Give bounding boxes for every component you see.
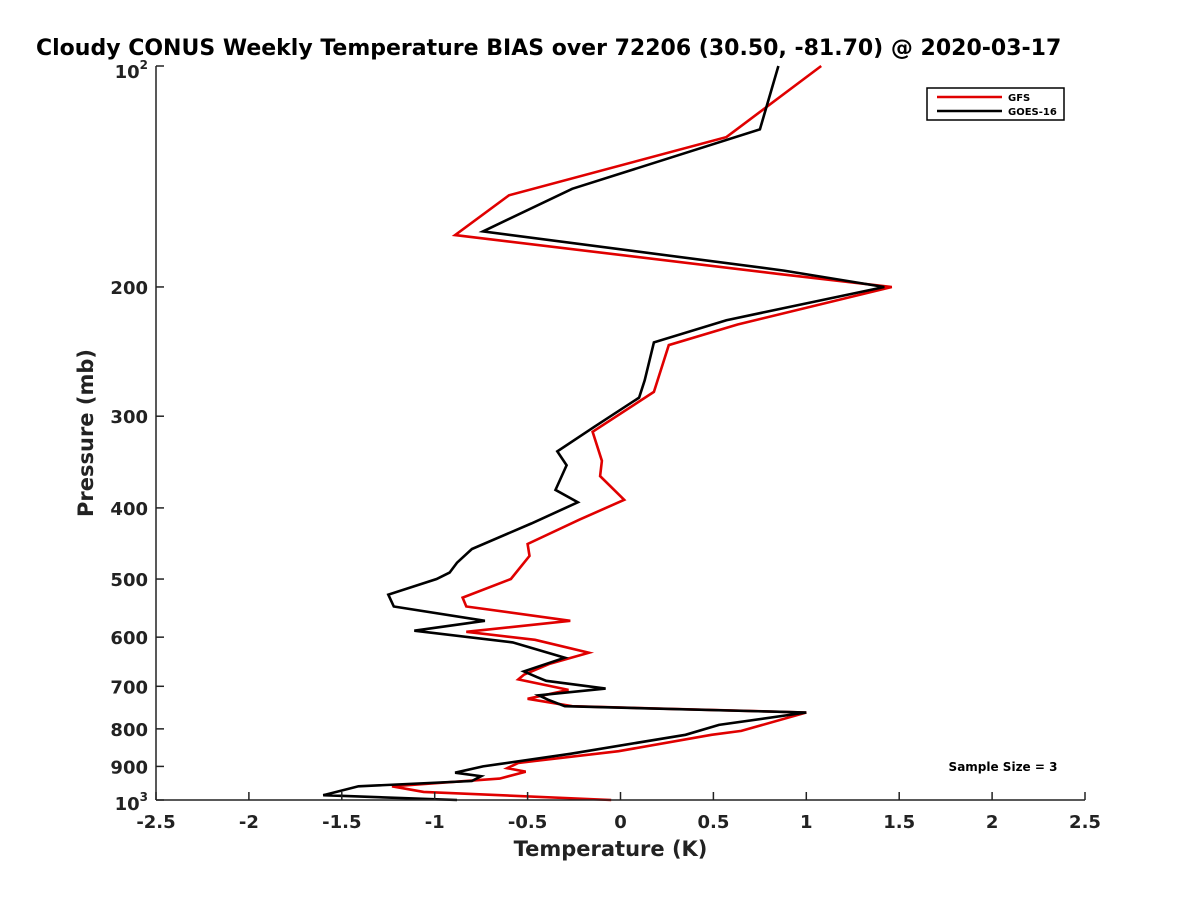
x-tick-label: -2 <box>239 812 259 833</box>
x-tick-label: 2.5 <box>1069 812 1101 833</box>
x-tick-label: -2.5 <box>136 812 175 833</box>
series-lines <box>322 64 893 802</box>
series-line-gfs <box>391 64 893 802</box>
y-tick-label: 200 <box>110 278 148 299</box>
y-axis-ticks: 200 300 400 500 600 700 800 900 <box>110 65 164 801</box>
y-tick-label: 800 <box>110 720 148 741</box>
y-tick-label: 400 <box>110 499 148 520</box>
x-tick-label: 2 <box>986 812 999 833</box>
x-tick-label: -1 <box>425 812 445 833</box>
y-tick-label: 600 <box>110 628 148 649</box>
y-tick-exp-1000: 3 <box>140 790 148 804</box>
y-tick-base-100: 10 <box>115 62 140 83</box>
y-tick-label: 300 <box>110 407 148 428</box>
y-tick-label: 500 <box>110 570 148 591</box>
y-tick-label-1000: 103 <box>115 790 148 815</box>
chart-title: Cloudy CONUS Weekly Temperature BIAS ove… <box>36 36 1061 61</box>
y-tick-label-100: 102 <box>115 58 148 83</box>
legend: GFS GOES-16 <box>926 87 1065 121</box>
x-tick-label: -1.5 <box>322 812 361 833</box>
series-line-goes16 <box>322 65 885 802</box>
x-tick-label: 0.5 <box>697 812 729 833</box>
legend-label-goes16: GOES-16 <box>1008 107 1057 118</box>
y-tick-base-1000: 10 <box>115 794 140 815</box>
y-tick-label: 900 <box>110 757 148 778</box>
legend-box <box>926 87 1065 121</box>
x-tick-label: -0.5 <box>508 812 547 833</box>
x-tick-label: 1 <box>800 812 813 833</box>
y-tick-exp-100: 2 <box>140 58 148 72</box>
y-axis-title: Pressure (mb) <box>74 349 98 517</box>
x-axis-ticks: -2.5 -2 -1.5 -1 -0.5 0 0.5 1 1.5 2 2.5 <box>136 792 1101 833</box>
sample-size-annotation: Sample Size = 3 <box>949 760 1058 774</box>
x-tick-label: 1.5 <box>883 812 915 833</box>
x-axis-title: Temperature (K) <box>514 837 708 861</box>
y-tick-label: 700 <box>110 677 148 698</box>
legend-label-gfs: GFS <box>1008 93 1030 104</box>
x-tick-label: 0 <box>614 812 627 833</box>
